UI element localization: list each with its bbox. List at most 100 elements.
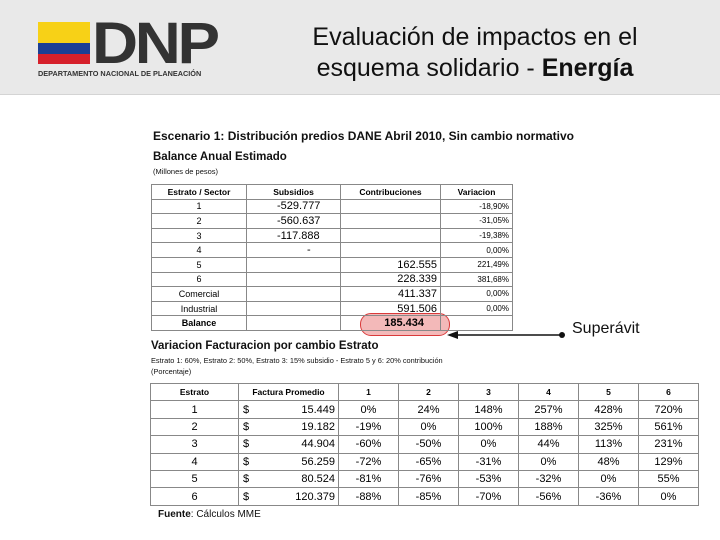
subsidios-cell	[246, 315, 341, 331]
contribuciones-cell: 228.339	[340, 271, 441, 288]
scenario-label: Escenario 1:	[153, 129, 225, 143]
estrato-cell: 6	[151, 271, 247, 288]
currency-symbol: $	[243, 473, 250, 486]
scenario-text: Distribución predios DANE Abril 2010, Si…	[224, 129, 574, 143]
pct-cell: -81%	[338, 469, 399, 489]
estrato-cell: 2	[150, 417, 239, 437]
header-4: 4	[518, 382, 579, 402]
header-1: 1	[338, 382, 399, 402]
variation-units: (Porcentaje)	[151, 367, 192, 376]
logo-subtitle: DEPARTAMENTO NACIONAL DE PLANEACIÓN	[38, 69, 202, 78]
variation-header-row: Estrato Factura Promedio 1 2 3 4 5 6	[150, 382, 699, 402]
pct-cell: 129%	[638, 452, 699, 471]
pct-cell: 0%	[458, 435, 519, 454]
pct-cell: -31%	[458, 452, 519, 471]
subsidios-cell: -560.637	[246, 213, 341, 229]
subsidios-cell: -529.777	[246, 198, 341, 215]
factura-value: 56.259	[301, 455, 335, 468]
balance-title: Balance Anual Estimado	[153, 151, 287, 163]
currency-symbol: $	[243, 403, 250, 416]
colombia-flag-icon	[38, 22, 90, 64]
contribuciones-cell: 591.506	[340, 300, 441, 317]
pct-cell: -70%	[458, 487, 519, 506]
pct-cell: 55%	[638, 469, 699, 489]
pct-cell: -76%	[398, 469, 459, 489]
estrato-cell: 5	[151, 256, 247, 273]
pct-cell: -60%	[338, 435, 399, 454]
factura-value: 15.449	[301, 403, 335, 416]
currency-symbol: $	[243, 490, 250, 503]
table-row: 3 -117.888 -19,38%	[151, 227, 513, 244]
pct-cell: -50%	[398, 435, 459, 454]
table-row: 3 $44.904 -60% -50% 0% 44% 113% 231%	[150, 435, 699, 454]
header-3: 3	[458, 382, 519, 402]
pct-cell: 113%	[578, 435, 639, 454]
variacion-cell: 381,68%	[440, 271, 513, 288]
table-row: Comercial 411.337 0,00%	[151, 286, 513, 302]
source-note: Fuente: Cálculos MME	[158, 509, 261, 520]
factura-cell: $56.259	[238, 452, 339, 471]
contribuciones-cell	[340, 213, 441, 229]
variacion-cell	[440, 315, 513, 331]
pct-cell: 188%	[518, 417, 579, 437]
pct-cell: 100%	[458, 417, 519, 437]
estrato-cell: 4	[150, 452, 239, 471]
pct-cell: 48%	[578, 452, 639, 471]
balance-value: 185.434	[340, 315, 441, 331]
table-row: 4 $56.259 -72% -65% -31% 0% 48% 129%	[150, 452, 699, 471]
title-line-2-bold: Energía	[541, 54, 634, 82]
pct-cell: -36%	[578, 487, 639, 506]
factura-value: 120.379	[295, 490, 335, 503]
pct-cell: 231%	[638, 435, 699, 454]
header-5: 5	[578, 382, 639, 402]
variacion-cell: 0,00%	[440, 300, 513, 317]
pct-cell: 428%	[578, 400, 639, 419]
header-contribuciones: Contribuciones	[340, 184, 441, 200]
estrato-cell: 3	[151, 227, 247, 244]
subsidios-cell: -	[246, 242, 341, 258]
table-row: 5 $80.524 -81% -76% -53% -32% 0% 55%	[150, 469, 699, 489]
pct-cell: -19%	[338, 417, 399, 437]
estrato-cell: Industrial	[151, 300, 247, 317]
table-row: 2 $19.182 -19% 0% 100% 188% 325% 561%	[150, 417, 699, 437]
pct-cell: -56%	[518, 487, 579, 506]
balance-total-row: Balance 185.434	[151, 315, 513, 331]
subsidios-cell	[246, 286, 341, 302]
variacion-cell: -31,05%	[440, 213, 513, 229]
header-2: 2	[398, 382, 459, 402]
header-6: 6	[638, 382, 699, 402]
estrato-cell: 1	[150, 400, 239, 419]
pct-cell: -72%	[338, 452, 399, 471]
factura-cell: $44.904	[238, 435, 339, 454]
subsidios-cell	[246, 300, 341, 317]
surplus-label: Superávit	[572, 320, 640, 337]
header-estrato: Estrato	[150, 382, 239, 402]
variacion-cell: -18,90%	[440, 198, 513, 215]
variation-subtitle: Estrato 1: 60%, Estrato 2: 50%, Estrato …	[151, 356, 443, 365]
pct-cell: -53%	[458, 469, 519, 489]
slide-header: DNP DEPARTAMENTO NACIONAL DE PLANEACIÓN …	[0, 0, 720, 95]
balance-header-row: Estrato / Sector Subsidios Contribucione…	[151, 184, 513, 200]
source-label: Fuente	[158, 509, 191, 520]
table-row: 5 162.555 221,49%	[151, 256, 513, 273]
contribuciones-cell	[340, 198, 441, 215]
balance-table: Estrato / Sector Subsidios Contribucione…	[151, 184, 513, 331]
table-row: 2 -560.637 -31,05%	[151, 213, 513, 229]
callout-arrow-icon	[447, 331, 565, 339]
pct-cell: -32%	[518, 469, 579, 489]
pct-cell: -85%	[398, 487, 459, 506]
title-line-2: esquema solidario - Energía	[260, 53, 690, 84]
factura-value: 19.182	[301, 420, 335, 433]
subsidios-cell	[246, 271, 341, 288]
slide-title: Evaluación de impactos en el esquema sol…	[260, 22, 690, 84]
pct-cell: -65%	[398, 452, 459, 471]
pct-cell: 561%	[638, 417, 699, 437]
dnp-logo: DNP DEPARTAMENTO NACIONAL DE PLANEACIÓN	[30, 11, 230, 84]
pct-cell: 0%	[338, 400, 399, 419]
header-variacion: Variacion	[440, 184, 513, 200]
pct-cell: 0%	[398, 417, 459, 437]
logo-word: DNP	[92, 11, 220, 76]
estrato-cell: 2	[151, 213, 247, 229]
pct-cell: 325%	[578, 417, 639, 437]
estrato-cell: 5	[150, 469, 239, 489]
